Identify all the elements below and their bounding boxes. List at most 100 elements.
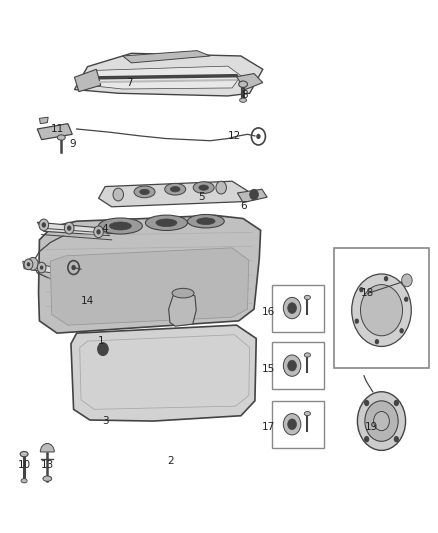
Ellipse shape: [156, 219, 177, 227]
Circle shape: [288, 360, 297, 371]
Ellipse shape: [304, 353, 311, 357]
Ellipse shape: [165, 183, 186, 195]
Circle shape: [375, 339, 379, 344]
Polygon shape: [39, 117, 48, 124]
Polygon shape: [169, 293, 196, 326]
Circle shape: [283, 355, 301, 376]
Text: 3: 3: [102, 416, 109, 426]
Bar: [334, 248, 429, 368]
Ellipse shape: [140, 189, 149, 195]
Text: 18: 18: [361, 288, 374, 298]
Polygon shape: [88, 66, 241, 89]
Circle shape: [28, 257, 38, 270]
Circle shape: [94, 226, 103, 238]
Ellipse shape: [134, 186, 155, 198]
Circle shape: [384, 276, 388, 281]
Ellipse shape: [110, 222, 131, 230]
Circle shape: [394, 436, 399, 442]
Circle shape: [67, 225, 71, 231]
Text: 1: 1: [97, 336, 104, 346]
Ellipse shape: [199, 185, 208, 190]
Circle shape: [364, 436, 369, 442]
Ellipse shape: [172, 288, 194, 298]
Ellipse shape: [239, 81, 247, 87]
Polygon shape: [37, 222, 110, 236]
Circle shape: [283, 414, 301, 435]
Circle shape: [399, 328, 404, 334]
Polygon shape: [71, 325, 256, 421]
Circle shape: [24, 259, 33, 270]
Circle shape: [39, 219, 49, 231]
Text: 10: 10: [18, 460, 31, 470]
Polygon shape: [37, 124, 72, 140]
Polygon shape: [74, 53, 263, 96]
Text: 12: 12: [228, 131, 241, 141]
Ellipse shape: [304, 411, 311, 416]
Ellipse shape: [193, 182, 214, 193]
Ellipse shape: [21, 479, 27, 483]
Circle shape: [352, 274, 411, 346]
Text: 5: 5: [198, 192, 205, 202]
Circle shape: [64, 222, 74, 234]
Wedge shape: [40, 443, 54, 452]
Circle shape: [374, 411, 389, 431]
Circle shape: [404, 296, 408, 302]
Text: 9: 9: [69, 139, 76, 149]
Polygon shape: [237, 189, 267, 203]
Ellipse shape: [57, 135, 65, 140]
Circle shape: [216, 181, 226, 194]
Circle shape: [27, 262, 30, 266]
Circle shape: [288, 303, 297, 313]
Polygon shape: [74, 69, 101, 92]
Circle shape: [71, 265, 76, 270]
Ellipse shape: [170, 187, 180, 192]
Ellipse shape: [99, 218, 142, 234]
Ellipse shape: [304, 295, 311, 300]
Bar: [272, 285, 324, 332]
Text: 14: 14: [81, 296, 94, 306]
Text: 7: 7: [126, 78, 133, 87]
Polygon shape: [23, 261, 52, 273]
Circle shape: [359, 287, 364, 292]
Circle shape: [250, 189, 258, 200]
Ellipse shape: [43, 476, 52, 481]
Ellipse shape: [20, 451, 28, 457]
Circle shape: [402, 274, 412, 287]
Text: 16: 16: [261, 307, 275, 317]
Ellipse shape: [187, 214, 224, 228]
Circle shape: [357, 392, 406, 450]
Text: 6: 6: [240, 201, 247, 211]
Circle shape: [42, 222, 46, 228]
Circle shape: [98, 343, 108, 356]
Polygon shape: [237, 74, 263, 90]
Text: 19: 19: [365, 423, 378, 432]
Ellipse shape: [145, 215, 187, 230]
Polygon shape: [123, 51, 210, 63]
Polygon shape: [99, 181, 247, 207]
Circle shape: [37, 262, 46, 273]
Circle shape: [96, 229, 101, 235]
Circle shape: [394, 400, 399, 406]
Bar: [272, 342, 324, 389]
Ellipse shape: [197, 218, 215, 224]
Circle shape: [355, 319, 359, 324]
Text: 17: 17: [261, 423, 275, 432]
Circle shape: [360, 285, 403, 336]
Text: 8: 8: [241, 90, 248, 100]
Circle shape: [256, 134, 261, 139]
Ellipse shape: [240, 98, 247, 102]
Text: 4: 4: [102, 224, 109, 234]
Circle shape: [364, 400, 369, 406]
Polygon shape: [50, 248, 249, 325]
Text: 11: 11: [50, 124, 64, 134]
Polygon shape: [39, 215, 261, 333]
Text: 2: 2: [167, 456, 174, 466]
Circle shape: [283, 297, 301, 319]
Text: 15: 15: [261, 364, 275, 374]
Circle shape: [288, 419, 297, 430]
Bar: [272, 401, 324, 448]
Circle shape: [365, 401, 398, 441]
Text: 13: 13: [41, 460, 54, 470]
Circle shape: [113, 188, 124, 201]
Circle shape: [40, 265, 43, 270]
